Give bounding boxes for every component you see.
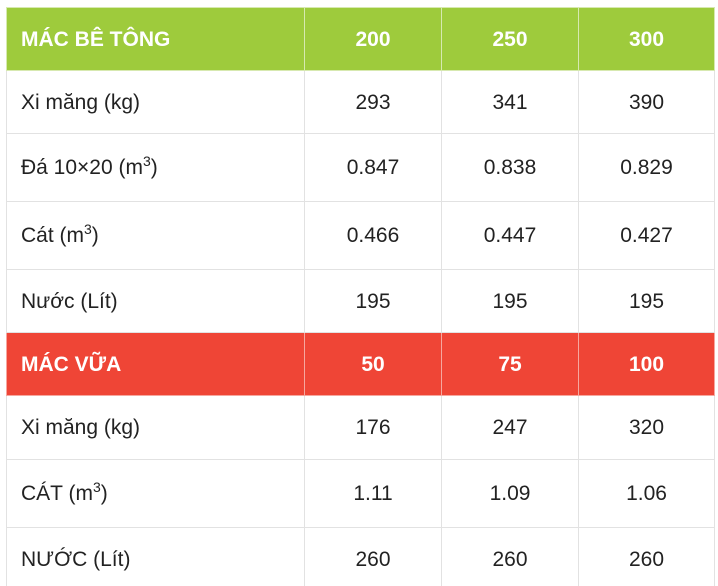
table-row: CÁT (m3) 1.11 1.09 1.06 (6, 459, 715, 528)
table-row: Đá 10×20 (m3) 0.847 0.838 0.829 (6, 133, 715, 202)
table-cell: 390 (578, 70, 715, 134)
unit-superscript: 3 (92, 479, 101, 495)
table-cell: 1.09 (441, 459, 579, 528)
table-cell: 195 (441, 269, 579, 333)
concrete-grade-label: MÁC BÊ TÔNG (6, 7, 305, 71)
table-cell: 195 (304, 269, 442, 333)
table-cell: 341 (441, 70, 579, 134)
table-cell: 293 (304, 70, 442, 134)
table-row: Cát (m3) 0.466 0.447 0.427 (6, 201, 715, 270)
row-label: CÁT (m3) (6, 459, 305, 528)
table-cell: 0.447 (441, 201, 579, 270)
row-label: NƯỚC (Lít) (6, 527, 305, 586)
table-cell: 1.11 (304, 459, 442, 528)
table-row: Xi măng (kg) 293 341 390 (6, 70, 715, 134)
row-label: Nước (Lít) (6, 269, 305, 333)
table-row: Xi măng (kg) 176 247 320 (6, 395, 715, 460)
concrete-header-row: MÁC BÊ TÔNG 200 250 300 (6, 7, 715, 71)
mortar-grade-75: 75 (441, 332, 579, 396)
table-cell: 260 (441, 527, 579, 586)
row-label: Xi măng (kg) (6, 395, 305, 460)
table-cell: 260 (578, 527, 715, 586)
table-cell: 0.847 (304, 133, 442, 202)
table-row: Nước (Lít) 195 195 195 (6, 269, 715, 333)
table-row: NƯỚC (Lít) 260 260 260 (6, 527, 715, 586)
unit-superscript: 3 (84, 221, 92, 237)
concrete-grade-250: 250 (441, 7, 579, 71)
row-label: Đá 10×20 (m3) (6, 133, 305, 202)
mix-proportion-table: MÁC BÊ TÔNG 200 250 300 Xi măng (kg) 293… (6, 7, 715, 586)
unit-superscript: 3 (142, 153, 151, 169)
table-cell: 0.829 (578, 133, 715, 202)
concrete-grade-200: 200 (304, 7, 442, 71)
table-cell: 260 (304, 527, 442, 586)
table-cell: 195 (578, 269, 715, 333)
row-label: Cát (m3) (6, 201, 305, 270)
table-cell: 0.466 (304, 201, 442, 270)
row-label: Xi măng (kg) (6, 70, 305, 134)
table-cell: 320 (578, 395, 715, 460)
table-cell: 0.838 (441, 133, 579, 202)
mortar-grade-label: MÁC VỮA (6, 332, 305, 396)
mortar-grade-100: 100 (578, 332, 715, 396)
mortar-grade-50: 50 (304, 332, 442, 396)
mortar-header-row: MÁC VỮA 50 75 100 (6, 332, 715, 396)
table-cell: 176 (304, 395, 442, 460)
table-cell: 247 (441, 395, 579, 460)
table-cell: 0.427 (578, 201, 715, 270)
table-cell: 1.06 (578, 459, 715, 528)
concrete-grade-300: 300 (578, 7, 715, 71)
